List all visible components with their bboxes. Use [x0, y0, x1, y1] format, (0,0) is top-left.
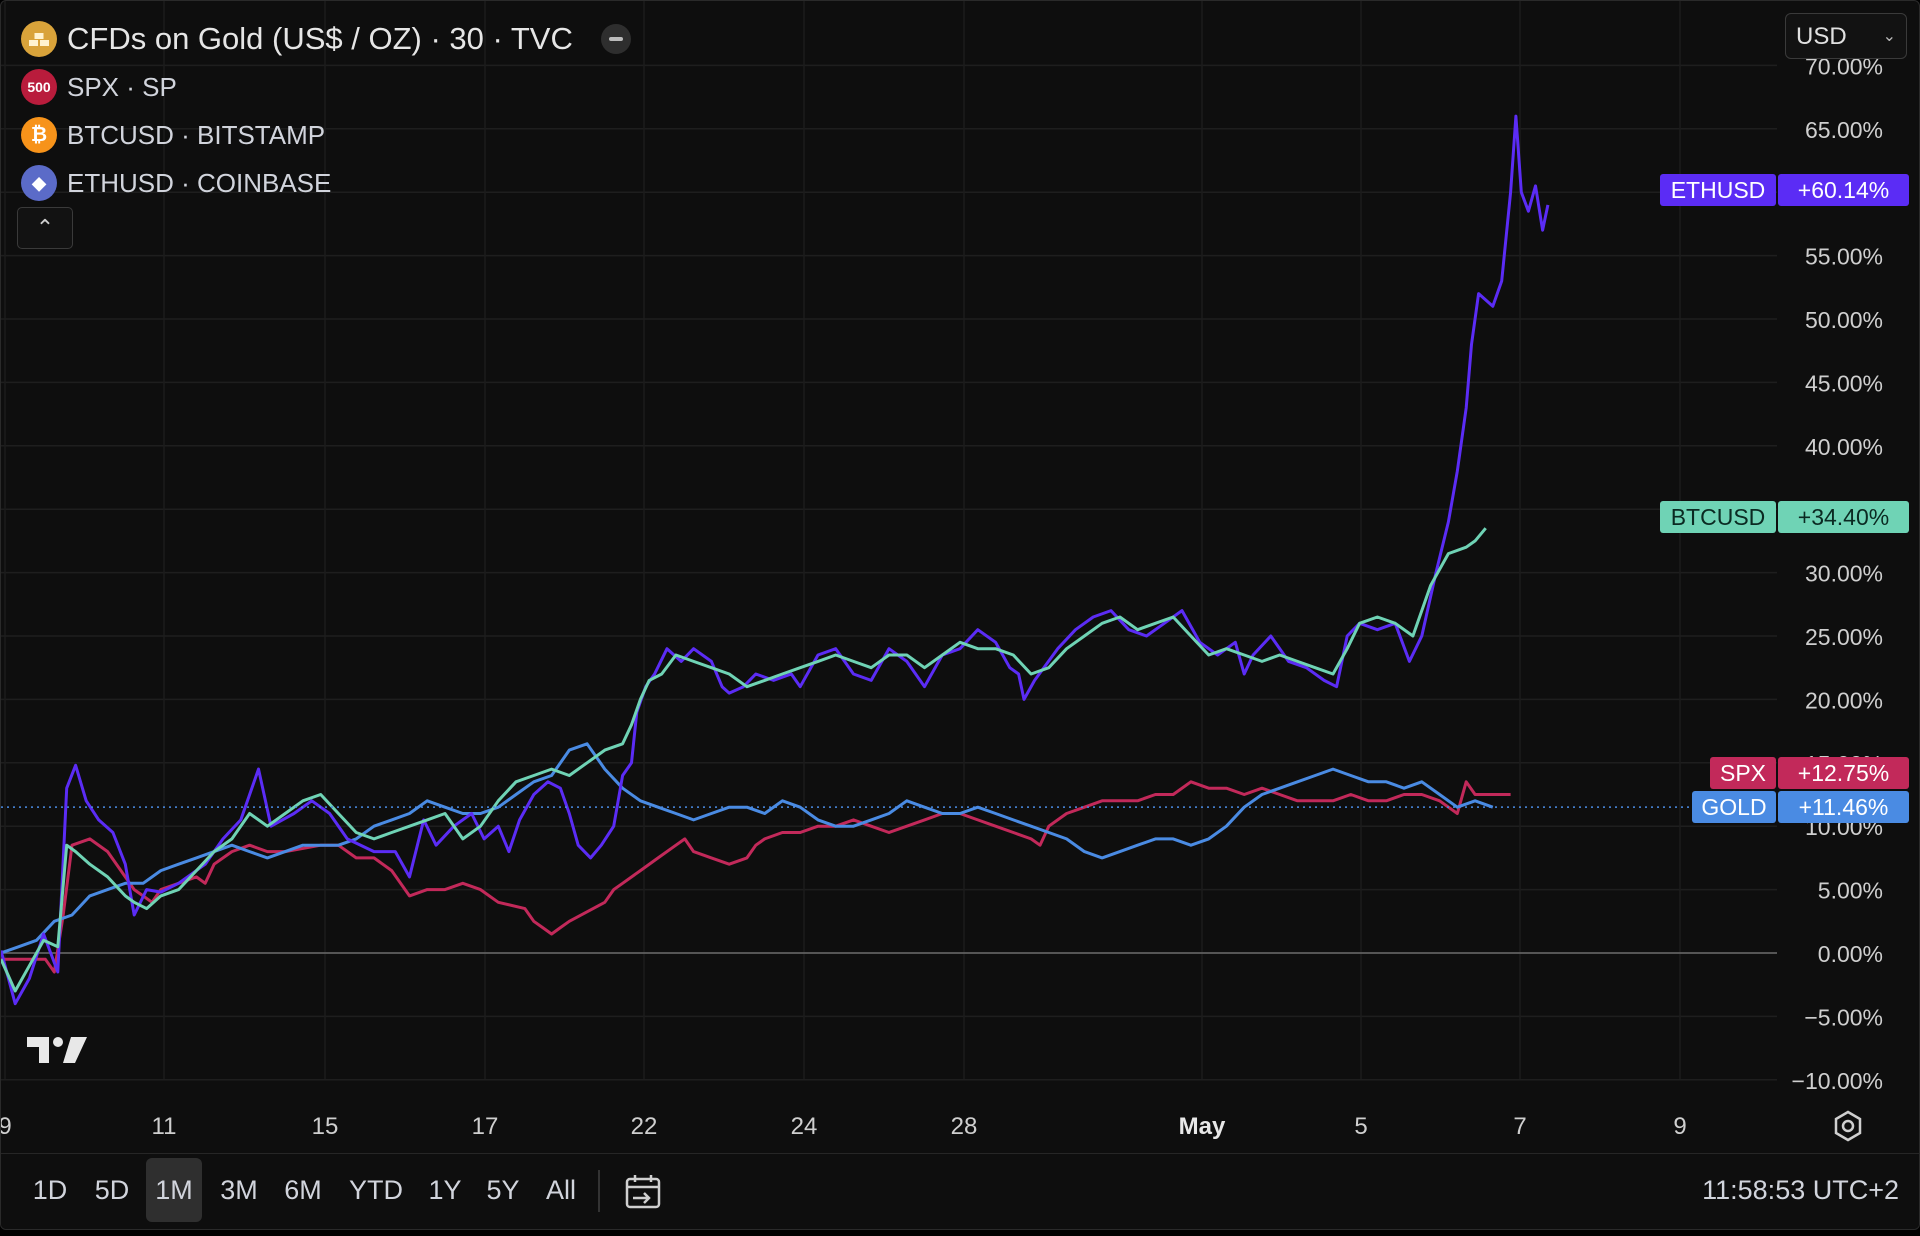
series-value-label: +11.46% — [1799, 794, 1889, 820]
y-tick-label: 20.00% — [1805, 687, 1883, 713]
series-name-badge — [1692, 791, 1776, 823]
series-name-label: GOLD — [1701, 794, 1766, 820]
chevron-down-icon: ⌄ — [1882, 28, 1896, 45]
series-name-label: BTCUSD — [1671, 504, 1766, 530]
x-tick-label: 5 — [1354, 1113, 1367, 1140]
series-value-label: +60.14% — [1798, 177, 1889, 203]
hide-legend-button[interactable] — [600, 24, 631, 54]
calendar-goto-icon[interactable] — [623, 1174, 663, 1210]
x-tick-label: 15 — [312, 1113, 339, 1140]
legend-item-spx[interactable]: 500 SPX · SP — [21, 63, 631, 111]
currency-select[interactable]: USD ⌄ — [1785, 13, 1907, 59]
series-value-label: +34.40% — [1798, 504, 1889, 530]
spx-icon: 500 — [21, 69, 57, 105]
bottom-toolbar: 1D 5D 1M 3M 6M YTD 1Y 5Y All 11:58:53 UT… — [1, 1153, 1919, 1229]
legend-main-row[interactable]: CFDs on Gold (US$ / OZ) · 30 · TVC — [21, 15, 631, 63]
range-5y-button[interactable]: 5Y — [486, 1175, 520, 1205]
series-value-badge — [1778, 174, 1909, 206]
ethereum-icon: ◆ — [21, 165, 57, 201]
series-value-badge — [1778, 791, 1909, 823]
y-tick-label: 30.00% — [1805, 561, 1883, 587]
x-tick-label: 11 — [152, 1113, 177, 1140]
legend-item-ethusd[interactable]: ◆ ETHUSD · COINBASE — [21, 159, 631, 207]
y-tick-label: 45.00% — [1805, 370, 1883, 396]
toolbar-divider — [598, 1170, 600, 1212]
series-name-label: ETHUSD — [1671, 177, 1766, 203]
range-5d-button[interactable]: 5D — [94, 1175, 130, 1205]
x-tick-label: May — [1179, 1113, 1226, 1140]
y-tick-label: 50.00% — [1805, 307, 1883, 333]
series-line-gold[interactable] — [1, 742, 1494, 955]
collapse-legend-button[interactable]: ⌃ — [17, 207, 73, 249]
chart-canvas[interactable]: −10.00%−5.00%0.00%5.00%10.00%15.00%20.00… — [1, 1, 1919, 1151]
series-value-badge — [1778, 501, 1909, 533]
y-tick-label: 5.00% — [1818, 878, 1883, 904]
series-value-label: +12.75% — [1798, 760, 1889, 786]
x-tick-label: 9 — [1, 1113, 12, 1140]
y-tick-label: 40.00% — [1805, 434, 1883, 460]
legend-item-label: BTCUSD · BITSTAMP — [67, 119, 326, 150]
x-tick-label: 17 — [472, 1113, 499, 1140]
y-tick-label: 25.00% — [1805, 624, 1883, 650]
range-6m-button[interactable]: 6M — [284, 1175, 322, 1205]
x-tick-label: 28 — [951, 1113, 978, 1140]
main-symbol-title: CFDs on Gold (US$ / OZ) · 30 · TVC — [67, 21, 573, 56]
series-name-label: SPX — [1720, 760, 1766, 786]
series-name-badge — [1660, 174, 1776, 206]
range-all-button[interactable]: All — [545, 1175, 576, 1205]
range-1y-button[interactable]: 1Y — [428, 1175, 462, 1205]
legend-item-btcusd[interactable]: ₿ BTCUSD · BITSTAMP — [21, 111, 631, 159]
gear-icon[interactable] — [1832, 1110, 1864, 1147]
y-tick-label: 55.00% — [1805, 244, 1883, 270]
x-tick-label: 9 — [1673, 1113, 1686, 1140]
series-name-badge — [1710, 757, 1776, 789]
range-1m-button[interactable]: 1M — [146, 1158, 202, 1222]
legend-item-label: SPX · SP — [67, 71, 177, 102]
gold-icon — [21, 21, 57, 57]
series-name-badge — [1660, 501, 1776, 533]
x-tick-label: 24 — [791, 1113, 818, 1140]
y-tick-label: 65.00% — [1805, 117, 1883, 143]
legend-item-label: ETHUSD · COINBASE — [67, 167, 332, 198]
x-tick-label: 7 — [1513, 1113, 1526, 1140]
y-tick-label: 0.00% — [1818, 941, 1883, 967]
series-line-spx[interactable] — [1, 780, 1511, 974]
y-tick-label: −5.00% — [1804, 1004, 1883, 1030]
currency-value: USD — [1796, 23, 1847, 50]
legend: CFDs on Gold (US$ / OZ) · 30 · TVC 500 S… — [21, 15, 631, 207]
range-1d-button[interactable]: 1D — [32, 1175, 68, 1205]
series-value-badge — [1778, 757, 1909, 789]
bitcoin-icon: ₿ — [21, 117, 57, 153]
x-tick-label: 22 — [631, 1113, 658, 1140]
clock-timezone[interactable]: 11:58:53 UTC+2 — [1702, 1175, 1899, 1205]
range-3m-button[interactable]: 3M — [220, 1175, 258, 1205]
series-line-btcusd[interactable] — [1, 527, 1487, 993]
range-ytd-button[interactable]: YTD — [349, 1175, 403, 1205]
y-tick-label: −10.00% — [1792, 1068, 1883, 1094]
series-line-ethusd[interactable] — [1, 114, 1550, 1006]
tradingview-logo-icon — [27, 1035, 89, 1070]
